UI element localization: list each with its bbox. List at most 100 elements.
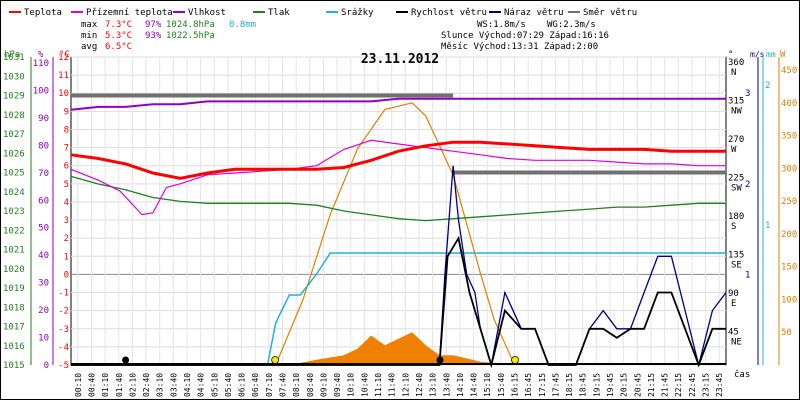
tick-hum: 70 [38, 169, 49, 179]
tick-wind: 3 [745, 89, 750, 99]
tick-dir-label: SE [731, 261, 742, 271]
tick-time: 16:15 [510, 373, 519, 397]
tick-hpa: 1019 [3, 284, 25, 294]
tick-time: 02:40 [142, 373, 151, 397]
stat-temp: 7.3°C [105, 20, 132, 30]
tick-dir: 225 [728, 174, 744, 184]
tick-wind: 1 [745, 270, 750, 280]
stat-label: min [81, 31, 97, 41]
axis-unit-temp: °C [59, 50, 70, 60]
tick-temp: 4 [64, 198, 69, 208]
legend-label: Směr větru [583, 8, 637, 18]
tick-temp: 6 [64, 162, 69, 172]
tick-temp: 8 [64, 125, 69, 135]
tick-time: 09:10 [319, 373, 328, 397]
tick-temp: 1 [64, 252, 69, 262]
tick-time: 12:40 [415, 373, 424, 397]
legend-label: Srážky [341, 8, 374, 18]
stat-press: 1024.8hPa [166, 20, 215, 30]
tick-dir: 315 [728, 97, 744, 107]
legend-label: Tlak [268, 8, 290, 18]
tick-hpa: 1020 [3, 265, 25, 275]
tick-temp: 9 [64, 107, 69, 117]
tick-time: 17:45 [551, 373, 560, 397]
sunrise-marker [271, 356, 280, 364]
tick-hpa: 1027 [3, 130, 25, 140]
tick-time: 09:40 [333, 373, 342, 397]
tick-hpa: 1025 [3, 169, 25, 179]
tick-solar: 250 [781, 197, 797, 207]
tick-time: 16:45 [524, 373, 533, 397]
moonset-marker [122, 356, 130, 364]
tick-temp: -4 [58, 343, 69, 353]
tick-temp: 3 [64, 216, 69, 226]
info-sun: Slunce Východ:07:29 Západ:16:16 [441, 31, 609, 41]
tick-time: 19:15 [592, 373, 601, 397]
tick-time: 21:45 [661, 373, 670, 397]
tick-temp: 7 [64, 144, 69, 154]
stat-temp: 5.3°C [105, 31, 132, 41]
tick-temp: 12 [58, 53, 69, 63]
tick-hpa: 1022 [3, 226, 25, 236]
tick-temp: -2 [58, 307, 69, 317]
tick-time: 03:10 [156, 373, 165, 397]
tick-time: 22:15 [674, 373, 683, 397]
tick-hum: 40 [38, 251, 49, 261]
series-pressure [70, 175, 726, 222]
tick-hum: 110 [33, 59, 49, 69]
legend-label: Rychlost větru [411, 8, 487, 18]
tick-solar: 350 [781, 132, 797, 142]
stat-press: 1022.5hPa [166, 31, 215, 41]
tick-solar: 400 [781, 99, 797, 109]
series-solar-measured [289, 332, 508, 365]
tick-time: 18:15 [565, 373, 574, 397]
chart-title: 23.11.2012 [361, 52, 439, 67]
tick-hum: 0 [44, 361, 49, 371]
info-ws: WS:1.8m/s [477, 20, 526, 30]
tick-time: 05:10 [210, 373, 219, 397]
axis-unit-wind: m/s [750, 50, 765, 59]
tick-time: 08:10 [292, 373, 301, 397]
tick-dir-label: N [731, 68, 736, 78]
series-solar [275, 102, 516, 366]
axis-unit-solar: W [780, 50, 786, 60]
tick-solar: 300 [781, 164, 797, 174]
tick-time: 00:40 [87, 373, 96, 397]
tick-dir-label: S [731, 222, 736, 232]
tick-solar: 50 [781, 328, 792, 338]
tick-time: 15:40 [497, 373, 506, 397]
tick-time: 03:40 [169, 373, 178, 397]
tick-solar: 150 [781, 263, 797, 273]
tick-temp: 11 [58, 71, 69, 81]
tick-time: 11:10 [374, 373, 383, 397]
tick-time: 01:10 [101, 373, 110, 397]
legend-label: Náraz větru [504, 8, 564, 18]
legend-label: Přízemní teplota [86, 8, 173, 18]
tick-hpa: 1028 [3, 111, 25, 121]
tick-hum: 80 [38, 141, 49, 151]
series-ground-temperature [70, 139, 726, 216]
axis-unit-rain: mm [766, 50, 776, 59]
tick-time: 07:40 [279, 373, 288, 397]
plot-area [70, 56, 727, 366]
tick-temp: 10 [58, 89, 69, 99]
tick-dir: 135 [728, 251, 744, 261]
info-wg: WG:2.3m/s [547, 20, 596, 30]
stat-label: max [81, 20, 98, 30]
tick-hum: 20 [38, 306, 49, 316]
stat-hum: 97% [145, 20, 162, 30]
info-moon: Měsíc Východ:13:31 Západ:2:00 [441, 42, 598, 52]
tick-dir-label: NW [731, 107, 742, 117]
tick-time: 18:45 [579, 373, 588, 397]
tick-hpa: 1018 [3, 303, 25, 313]
tick-hum: 90 [38, 114, 49, 124]
tick-time: 15:10 [483, 373, 492, 397]
tick-rain: 1 [765, 221, 770, 231]
tick-time: 04:10 [183, 373, 192, 397]
tick-time: 17:15 [538, 373, 547, 397]
tick-time: 13:40 [442, 373, 451, 397]
tick-hum: 50 [38, 224, 49, 234]
axis-unit-hum: % [38, 50, 44, 60]
